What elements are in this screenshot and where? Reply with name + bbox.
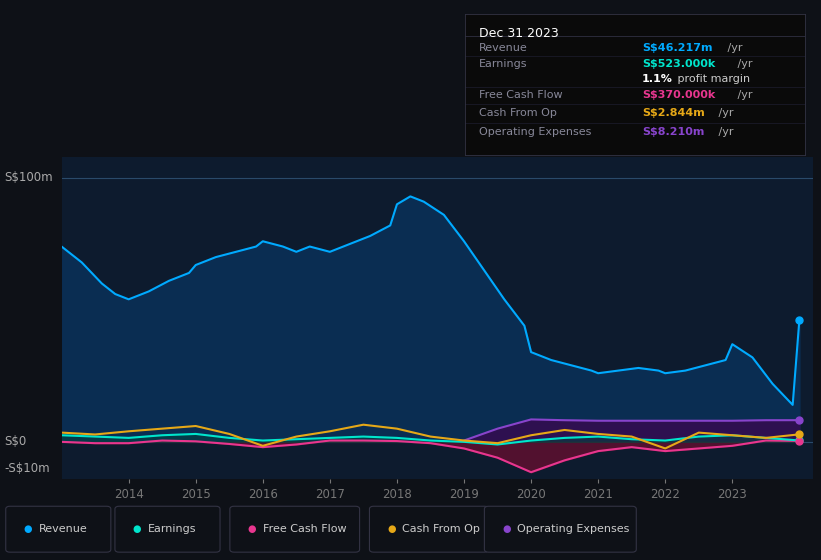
Text: ●: ● (502, 524, 511, 534)
Text: /yr: /yr (715, 127, 734, 137)
Text: Cash From Op: Cash From Op (479, 109, 557, 118)
Text: S$370.000k: S$370.000k (642, 90, 715, 100)
Text: /yr: /yr (715, 109, 734, 118)
Text: Earnings: Earnings (148, 524, 196, 534)
Text: /yr: /yr (734, 90, 752, 100)
Text: Operating Expenses: Operating Expenses (517, 524, 630, 534)
Text: S$46.217m: S$46.217m (642, 43, 713, 53)
Text: ●: ● (388, 524, 396, 534)
Text: S$523.000k: S$523.000k (642, 59, 715, 69)
Text: S$2.844m: S$2.844m (642, 109, 704, 118)
Text: 1.1%: 1.1% (642, 74, 672, 84)
Text: S$100m: S$100m (4, 171, 53, 184)
Text: Free Cash Flow: Free Cash Flow (479, 90, 562, 100)
Text: Cash From Op: Cash From Op (402, 524, 480, 534)
Text: Free Cash Flow: Free Cash Flow (263, 524, 346, 534)
Text: Operating Expenses: Operating Expenses (479, 127, 591, 137)
Text: S$8.210m: S$8.210m (642, 127, 704, 137)
Text: Dec 31 2023: Dec 31 2023 (479, 27, 558, 40)
Text: Revenue: Revenue (479, 43, 527, 53)
Text: S$0: S$0 (4, 435, 26, 449)
Text: -S$10m: -S$10m (4, 462, 50, 475)
Text: ●: ● (248, 524, 256, 534)
Text: ●: ● (24, 524, 32, 534)
Text: /yr: /yr (734, 59, 752, 69)
Text: profit margin: profit margin (674, 74, 750, 84)
Text: ●: ● (133, 524, 141, 534)
Text: Revenue: Revenue (39, 524, 87, 534)
Text: Earnings: Earnings (479, 59, 527, 69)
Text: /yr: /yr (724, 43, 743, 53)
